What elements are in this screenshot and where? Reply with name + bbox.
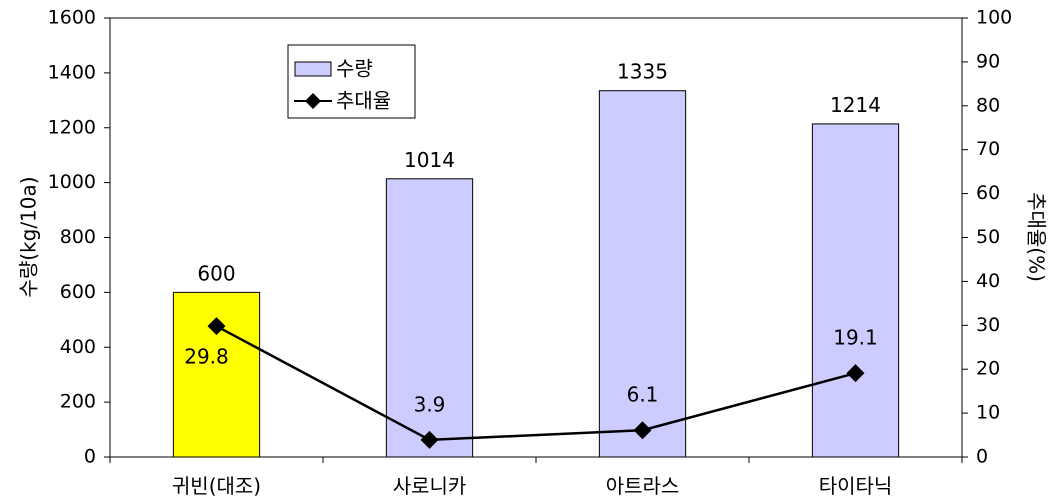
right-axis-title: 추대율(%)	[1025, 192, 1049, 282]
left-tick-label: 200	[60, 391, 96, 413]
bar-series: 600 1014 1335 1214	[172, 60, 900, 458]
line-marker	[420, 430, 439, 449]
category-label: 귀빈(대조)	[172, 474, 261, 498]
line-marker	[633, 421, 652, 440]
category-label: 아트라스	[606, 474, 680, 498]
line-path	[215, 325, 856, 442]
left-axis: 0 200 400 600 800 1000 1200 1400 1600	[48, 7, 110, 468]
left-tick-label: 1000	[48, 171, 96, 193]
bar	[598, 90, 687, 458]
right-tick-label: 50	[976, 226, 1000, 248]
line-value-label: 3.9	[414, 392, 446, 416]
legend-label-line: 추대율	[336, 89, 391, 113]
legend-box	[287, 44, 416, 119]
line-marker	[207, 317, 226, 336]
bar	[811, 123, 900, 458]
right-tick-label: 100	[976, 7, 1012, 29]
left-tick-label: 0	[84, 446, 96, 468]
right-tick-label: 0	[976, 446, 988, 468]
bar	[385, 178, 474, 458]
line-value-label: 6.1	[627, 383, 659, 407]
right-tick-label: 20	[976, 358, 1000, 380]
bar-value-label: 1014	[404, 148, 455, 172]
bar	[172, 291, 261, 458]
right-tick-label: 10	[976, 402, 1000, 424]
left-tick-label: 600	[60, 281, 96, 303]
right-tick-label: 70	[976, 138, 1000, 160]
legend: 수량 추대율	[287, 44, 416, 119]
bar-value-label: 600	[197, 261, 235, 285]
category-label: 타이타닉	[819, 474, 893, 498]
left-axis-title: 수량(kg/10a)	[17, 176, 41, 297]
line-marker	[846, 364, 865, 383]
right-tick-label: 90	[976, 50, 1000, 72]
left-tick-label: 1200	[48, 116, 96, 138]
left-tick-label: 800	[60, 226, 96, 248]
legend-swatch-bar	[294, 61, 332, 77]
right-tick-label: 30	[976, 314, 1000, 336]
bar-value-label: 1214	[830, 93, 881, 117]
right-axis: 0 10 20 30 40 50 60 70 80 90 100	[962, 7, 1012, 468]
legend-diamond-icon	[305, 93, 321, 109]
line-series: 29.8 3.9 6.1 19.1	[184, 317, 878, 449]
category-label: 사로니카	[393, 474, 467, 498]
bar-value-label: 1335	[617, 60, 668, 84]
right-tick-label: 80	[976, 94, 1000, 116]
right-tick-label: 60	[976, 182, 1000, 204]
left-tick-label: 1600	[48, 7, 96, 29]
left-tick-label: 400	[60, 336, 96, 358]
category-axis: 귀빈(대조) 사로니카 아트라스 타이타닉	[109, 457, 963, 498]
left-tick-label: 1400	[48, 61, 96, 83]
right-tick-label: 40	[976, 270, 1000, 292]
line-value-label: 29.8	[184, 345, 229, 369]
line-value-label: 19.1	[833, 326, 878, 350]
legend-label-bar: 수량	[336, 57, 373, 81]
